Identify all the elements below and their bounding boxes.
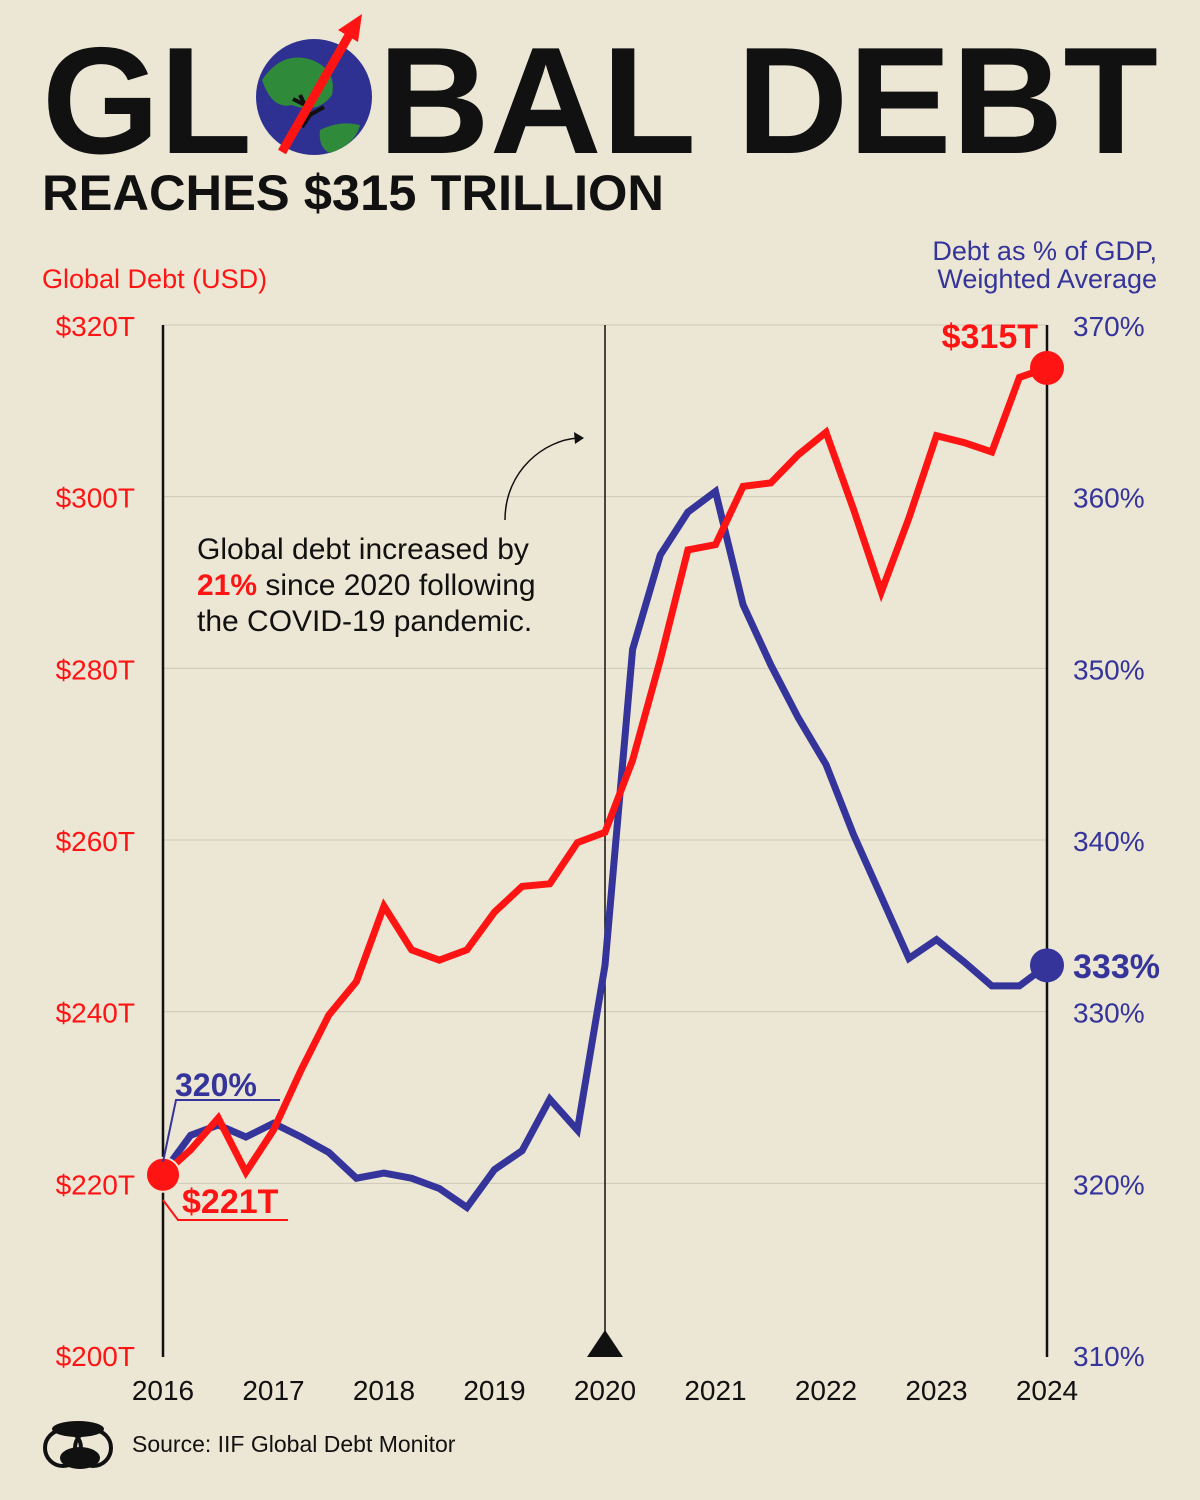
left-tick-label: $280T (56, 654, 135, 685)
annotation-arrow-icon (504, 437, 579, 521)
source-text: Source: IIF Global Debt Monitor (132, 1431, 456, 1457)
x-tick-label: 2024 (1016, 1375, 1078, 1406)
left-tick-label: $220T (56, 1169, 135, 1200)
left-tick-label: $260T (56, 826, 135, 857)
x-tick-label: 2023 (905, 1375, 967, 1406)
title-suffix: BAL DEBT (378, 16, 1158, 186)
brand-logo-icon (43, 1421, 113, 1469)
x-tick-label: 2019 (463, 1375, 525, 1406)
x-tick-label: 2018 (353, 1375, 415, 1406)
tick-labels: $200T $220T $240T $260T $280T $300T $320T 310% 3… (56, 311, 1145, 1406)
annotation-line2: 21% since 2020 following (197, 569, 536, 602)
x-tick-label: 2022 (795, 1375, 857, 1406)
start-debt-label: $221T (182, 1183, 279, 1221)
debt-end-marker (1030, 350, 1064, 385)
right-tick-label: 340% (1073, 826, 1145, 857)
left-tick-label: $300T (56, 483, 135, 514)
annotation-line3: the COVID-19 pandemic. (197, 605, 532, 638)
x-tick-label: 2016 (132, 1375, 194, 1406)
right-tick-label: 320% (1073, 1169, 1145, 1200)
x-tick-label: 2021 (684, 1375, 746, 1406)
annotation-arrowhead-icon (574, 432, 584, 444)
end-debt-label: $315T (942, 318, 1039, 356)
x-tick-label: 2017 (242, 1375, 304, 1406)
gdp-end-marker (1030, 948, 1064, 983)
annotation-line2-rest: since 2020 following (257, 569, 536, 602)
annotation-line1: Global debt increased by (197, 533, 529, 566)
left-tick-label: $200T (56, 1341, 135, 1372)
end-gdp-label: 333% (1073, 948, 1160, 986)
start-gdp-leader (162, 1099, 280, 1163)
annotation-highlight: 21% (197, 569, 257, 602)
right-tick-label: 370% (1073, 311, 1145, 342)
title-prefix: GL (42, 16, 252, 186)
left-tick-label: $320T (56, 311, 135, 342)
left-tick-label: $240T (56, 998, 135, 1029)
debt-start-marker (145, 1156, 181, 1193)
right-tick-label: 330% (1073, 998, 1145, 1029)
series-lines (145, 350, 1064, 1213)
x-tick-label: 2020 (574, 1375, 636, 1406)
globe-logo-icon (256, 14, 372, 155)
right-axis-label-line2: Weighted Average (937, 264, 1157, 294)
left-axis-label: Global Debt (USD) (42, 264, 267, 294)
subtitle: REACHES $315 TRILLION (42, 165, 664, 221)
start-debt-leader (162, 1199, 288, 1221)
reference-marker-triangle (587, 1330, 623, 1357)
start-gdp-label: 320% (175, 1067, 257, 1103)
right-tick-label: 360% (1073, 483, 1145, 514)
right-tick-label: 350% (1073, 654, 1145, 685)
right-tick-label: 310% (1073, 1341, 1145, 1372)
right-axis-label-line1: Debt as % of GDP, (932, 236, 1157, 266)
